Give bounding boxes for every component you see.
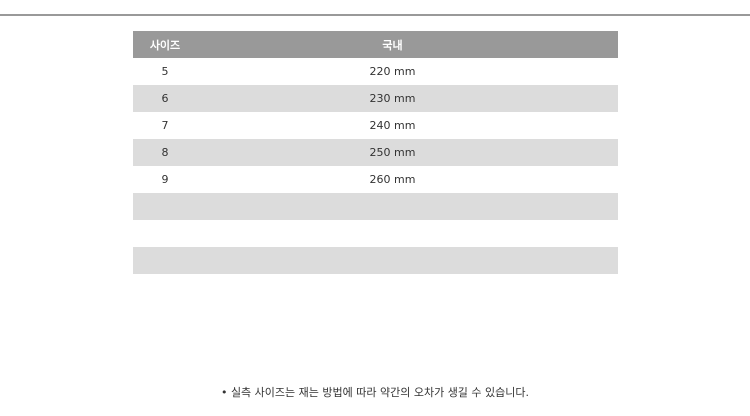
size-cell: 5 [161,65,169,78]
measurement-note: • 실측 사이즈는 재는 방법에 따라 약간의 오차가 생길 수 있습니다. [220,386,530,399]
size-cell: 7 [161,119,169,132]
header-size: 사이즈 [133,31,197,58]
size-cell: 6 [133,85,197,112]
table-row-empty [133,193,618,220]
size-cell: 9 [161,173,169,186]
size-cell [133,193,197,220]
size-cell [133,220,197,247]
table-row: 6 230 mm [133,85,618,112]
header-domestic: 국내 [197,31,618,58]
table-row: 7 240 mm [133,112,618,139]
domestic-cell: 250 mm [197,139,618,166]
table-header-row: 사이즈 국내 [133,31,618,58]
table-row: 9 260 mm [133,166,618,193]
size-cell [133,247,197,274]
table-row-empty [133,247,618,274]
size-cell: 8 [133,139,197,166]
domestic-cell [197,220,618,247]
domestic-cell: 220 mm [369,65,416,78]
table-row-empty [133,220,618,247]
top-divider [0,14,750,16]
table-row: 8 250 mm [133,139,618,166]
size-table: 사이즈 국내 5 220 mm 6 230 mm 7 240 mm 8 250 mm 9… [133,31,618,274]
domestic-cell [197,247,618,274]
domestic-cell [197,193,618,220]
table-row: 5 220 mm [133,58,618,85]
domestic-cell: 240 mm [369,119,416,132]
domestic-cell: 230 mm [197,85,618,112]
domestic-cell: 260 mm [369,173,416,186]
